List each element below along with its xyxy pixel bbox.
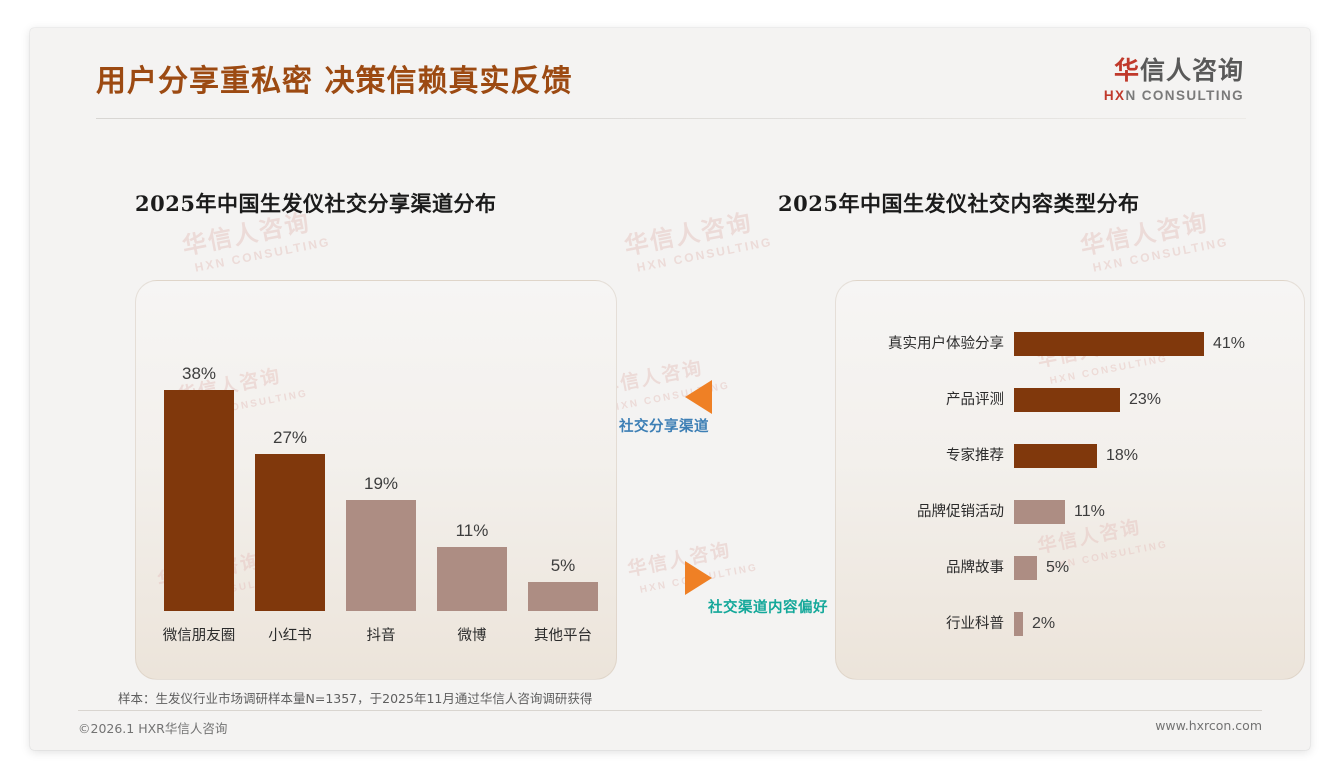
column-category-label: 微信朋友圈 [162,628,236,644]
logo-en-accent: HX [1103,88,1126,103]
watermark-cn: 华信人咨询 [625,538,734,581]
bar-value-label: 11% [1074,503,1105,520]
right-arrow-icon [685,561,712,595]
footer-copyright: ©2026.1 HXR华信人咨询 [78,721,228,736]
bar-row: 产品评测 23% [836,383,1304,417]
watermark-cn: 华信人咨询 [621,207,755,261]
column-category-label: 其他平台 [534,628,592,644]
page-title: 用户分享重私密 决策信赖真实反馈 [96,64,573,99]
column-bar [528,582,598,611]
content-preference-connector-label: 社交渠道内容偏好 [708,599,828,616]
bar-category-label: 专家推荐 [946,448,1004,464]
column-bar [437,547,507,611]
column-category-label: 微博 [457,628,487,644]
content-type-bar-chart: 真实用户体验分享 41% 产品评测 23% 专家推荐 18% 品牌促销活动 11% 品牌故事 5%… [836,281,1304,679]
bar-fill [1014,332,1204,356]
column-bar [255,454,325,611]
logo-cn-rest: 信人咨询 [1139,56,1244,85]
column-value-label: 38% [181,364,217,383]
bar-category-label: 真实用户体验分享 [888,336,1004,352]
share-channel-connector-label: 社交分享渠道 [619,418,709,435]
slide-header: 用户分享重私密 决策信赖真实反馈 华信人咨询 HXN CONSULTING [30,28,1310,124]
bar-value-label: 23% [1129,391,1162,408]
watermark-en: HXN CONSULTING [193,234,332,275]
column-bar [164,390,234,611]
column-category-label: 抖音 [366,628,396,644]
column-value-label: 11% [455,521,489,540]
right-chart-title: 2025年中国生发仪社交内容类型分布 [778,191,1140,216]
share-channel-chart-card: 华信人咨询 HXN CONSULTING 华信人咨询 HXN CONSULTIN… [135,280,617,680]
left-chart-title: 2025年中国生发仪社交分享渠道分布 [135,191,497,216]
logo-english-text: HXN CONSULTING [1104,89,1244,103]
watermark-en: HXN CONSULTING [1091,234,1230,275]
watermark-en: HXN CONSULTING [610,379,731,414]
company-logo: 华信人咨询 HXN CONSULTING [1104,58,1244,103]
column-value-label: 5% [550,556,576,575]
bar-value-label: 5% [1046,559,1070,576]
bar-value-label: 41% [1213,335,1246,352]
column-category-label: 小红书 [268,628,312,644]
bar-category-label: 行业科普 [946,616,1004,632]
bar-row: 行业科普 2% [836,607,1304,641]
bar-fill [1014,612,1023,636]
bar-row: 品牌促销活动 11% [836,495,1304,529]
content-type-chart-card: 华信人咨询 HXN CONSULTING 华信人咨询 HXN CONSULTIN… [835,280,1305,680]
slide-canvas: 用户分享重私密 决策信赖真实反馈 华信人咨询 HXN CONSULTING 20… [30,28,1310,750]
logo-hua-char: 华 [1113,56,1140,85]
bar-fill [1014,500,1065,524]
logo-en-rest: N CONSULTING [1125,88,1244,103]
bar-row: 专家推荐 18% [836,439,1304,473]
bar-category-label: 品牌故事 [946,560,1004,576]
bar-category-label: 产品评测 [946,392,1004,408]
column-bar [346,500,416,611]
sample-footnote: 样本：生发仪行业市场调研样本量N=1357，于2025年11月通过华信人咨询调研… [118,691,593,706]
logo-chinese-text: 华信人咨询 [1104,58,1244,83]
left-arrow-icon [685,380,712,414]
footer-website: www.hxrcon.com [1155,718,1262,733]
footer-divider [78,710,1262,711]
column-value-label: 27% [272,428,308,447]
bar-row: 品牌故事 5% [836,551,1304,585]
bar-row: 真实用户体验分享 41% [836,327,1304,361]
bar-fill [1014,556,1037,580]
bar-fill [1014,388,1120,412]
watermark-en: HXN CONSULTING [635,234,774,275]
column-value-label: 19% [363,474,399,493]
share-channel-column-chart: 38% 微信朋友圈 27% 小红书 19% 抖音 11% 微博 5% 其他平台 [136,281,616,679]
bar-value-label: 2% [1032,615,1056,632]
title-divider [96,118,1246,119]
bar-value-label: 18% [1106,447,1139,464]
watermark: 华信人咨询 HXN CONSULTING [622,205,774,278]
bar-category-label: 品牌促销活动 [917,504,1004,520]
bar-fill [1014,444,1097,468]
